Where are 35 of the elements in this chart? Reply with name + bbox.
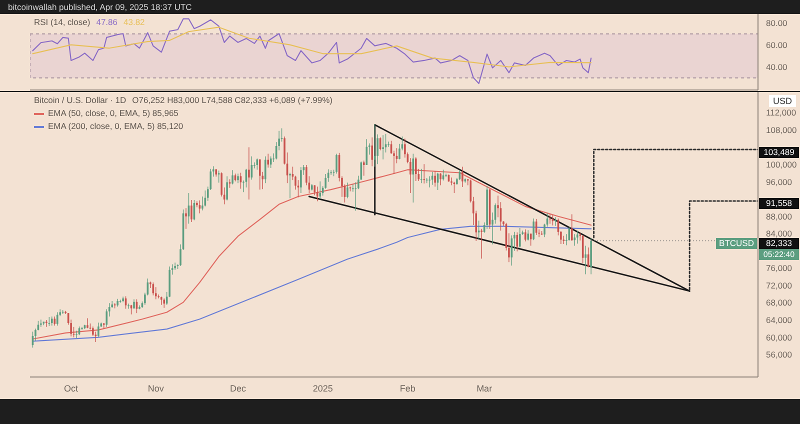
y-tick-label: 112,000 [766,108,796,118]
y-tick-label: 40.00 [766,62,788,72]
y-tick-label: 60.00 [766,40,788,50]
y-tick-label: 96,000 [766,176,792,187]
legend-label: EMA (50, close, 0, EMA, 5) 85,965 [47,107,180,120]
y-tick-label: 108,000 [766,125,797,136]
annotation: 82,333 [759,238,799,250]
y-tick-label: 64,000 [766,315,792,326]
x-tick-label: 2025 [312,383,333,394]
annotation: 103,489 [759,146,799,158]
y-tick-label: 76,000 [766,263,792,274]
y-tick-label: 84,000 [766,228,792,239]
text: bitcoinwallah published, Apr 09, 2025 18:37 UTC [8,2,192,12]
legend-label: EMA (200, close, 0, EMA, 5) 85,120 [47,120,184,133]
annotation: BTCUSD [716,238,757,250]
chart-title: Bitcoin / U.S. Dollar · 1D [34,95,126,105]
series-label: 43.82 [124,17,145,27]
y-tick-label: 68,000 [766,298,792,308]
series-label: 47.86 [96,17,118,27]
y-tick-label: 72,000 [766,280,792,290]
x-tick-label: Dec [230,383,246,394]
y-tick-label: 56,000 [766,350,792,360]
y-tick-label: 100,000 [766,160,797,170]
y-tick-label: 60,000 [766,332,792,342]
x-tick-label: Nov [148,383,164,394]
text: 05:22:40 [759,249,799,260]
y-tick-label: 80.00 [766,18,788,28]
y-axis-title: USD [768,95,796,107]
y-tick-label: 88,000 [766,211,792,222]
x-tick-label: Oct [64,383,79,394]
x-tick-label: Mar [476,383,492,394]
chart-subtitle: O76,252 H83,000 L74,588 C82,333 +6,089 (+7.99%) [132,95,333,105]
annotation: 91,558 [759,198,799,210]
x-tick-label: Feb [400,383,416,394]
chart-title: RSI (14, close) [34,17,90,27]
